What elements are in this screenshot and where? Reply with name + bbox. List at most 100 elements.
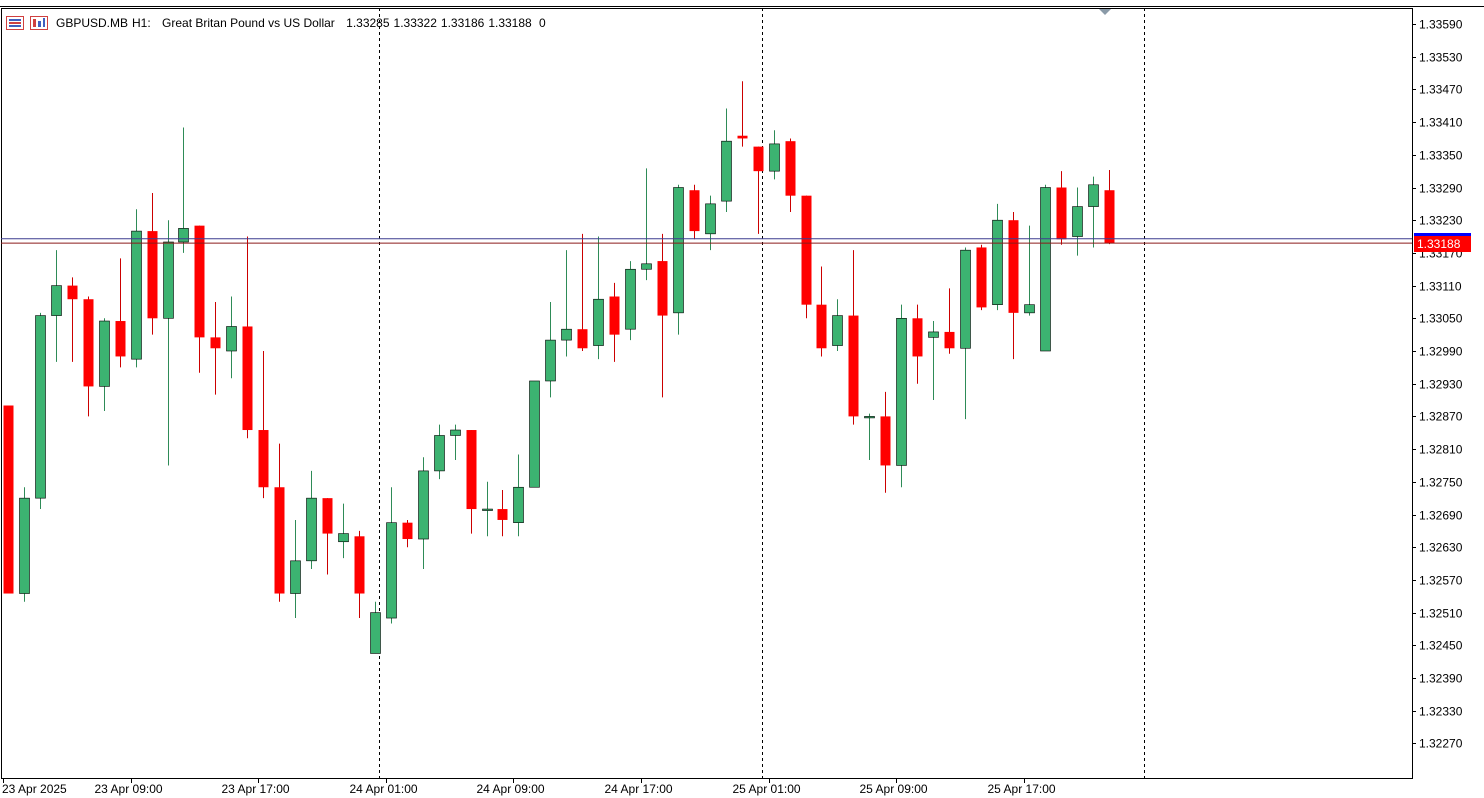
candle [418,457,429,569]
candle [450,424,461,460]
bull-candle-body [992,219,1003,305]
bull-candle-body [545,339,556,382]
bull-candle-body [163,241,174,319]
timeframe-label: H1: [132,16,151,30]
bear-candle-body [944,331,955,349]
candle [1056,171,1067,245]
bear-candle-body [402,522,413,540]
candle [577,233,588,351]
candle [848,250,859,425]
candle [51,250,62,362]
symbol-name: GBPUSD.MB [56,16,129,30]
bull-candle-body [306,497,317,562]
candle [35,312,46,510]
bear-candle-body [912,318,923,357]
candle [992,203,1003,311]
candle [976,244,987,311]
bear-candle-body [274,487,285,594]
bull-candle-body [864,416,875,419]
bull-candle-body [226,326,237,352]
y-tick-label: 1.32330 [1419,705,1463,719]
bull-candle-body [290,560,301,594]
y-tick-label: 1.32390 [1419,672,1463,686]
x-tick-label: 23 Apr 09:00 [95,782,163,796]
bull-candle-body [51,285,62,316]
candle [274,443,285,602]
bull-candle-body [450,429,461,436]
candle [354,530,365,619]
candle [912,304,923,384]
candle [1008,212,1019,360]
candle [434,424,445,480]
candle [147,192,158,335]
candle [737,81,748,147]
candle [131,209,142,368]
bull-candle-body [386,522,397,619]
bear-candle-body [1008,220,1019,313]
bull-candle-body [529,380,540,488]
candle [561,250,572,357]
candle [497,489,508,537]
y-tick-label: 1.32690 [1419,509,1463,523]
candle [657,233,668,398]
bear-candle-body [1104,190,1115,244]
bull-candle-body [593,298,604,346]
candle [67,277,78,362]
x-tick-label: 23 Apr 17:00 [222,782,290,796]
candle [338,503,349,559]
y-tick-label: 1.33590 [1419,18,1463,32]
bull-candle-body [1072,206,1083,237]
bull-candle-body [131,230,142,360]
bear-candle-body [354,536,365,594]
bull-candle-body [99,320,110,387]
candle [785,138,796,213]
bear-candle-body [497,509,508,520]
bull-candle-body [705,203,716,235]
bull-candle-body [896,317,907,466]
chart-info-bar: GBPUSD.MB H1: Great Britan Pound vs US Do… [6,13,550,33]
bull-candle-body [434,435,445,472]
chart-list-icon[interactable] [6,16,24,30]
candle [753,146,764,234]
candle [115,258,126,368]
candle [880,391,891,493]
bull-candle-body [338,533,349,543]
plot-area-frame [1,8,1413,779]
candle [928,321,939,401]
candle [210,301,221,395]
candle [625,261,636,341]
candle [816,266,827,357]
ohlc-open: 1.33285 [346,16,390,30]
bull-candle-body [561,328,572,341]
bull-candle-body [1088,184,1099,207]
candle [689,184,700,240]
candle [641,168,652,281]
bear-candle-body [258,430,269,488]
candle [290,519,301,619]
bull-candle-body [641,263,652,270]
candle [960,247,971,420]
candle [242,236,253,439]
y-tick-label: 1.32810 [1419,443,1463,457]
candle [1072,187,1083,256]
symbol-description: Great Britan Pound vs US Dollar [162,16,335,30]
bear-candle-body [976,247,987,308]
candle [1024,225,1035,316]
candle [99,318,110,411]
bear-candle-body [657,261,668,316]
candle [864,413,875,460]
bear-candle-body [194,225,205,338]
x-tick-label: 24 Apr 01:00 [350,782,418,796]
candle [593,236,604,360]
candle [306,470,317,569]
y-tick-label: 1.32510 [1419,607,1463,621]
y-tick-label: 1.32990 [1419,345,1463,359]
bull-candle-body [1040,187,1051,352]
chart-bars-icon[interactable] [30,16,48,30]
y-tick-label: 1.32570 [1419,574,1463,588]
y-tick-label: 1.32270 [1419,737,1463,751]
candle [721,108,732,213]
candle [513,454,524,537]
